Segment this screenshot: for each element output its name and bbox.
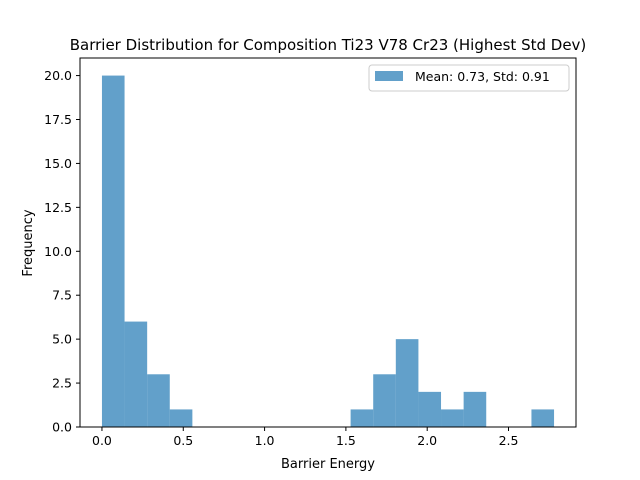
y-tick-label: 17.5: [44, 112, 72, 127]
x-axis-label: Barrier Energy: [281, 457, 375, 472]
histogram-bar: [124, 321, 148, 427]
x-tick-label: 0.0: [92, 433, 112, 448]
bars-group: [101, 75, 555, 428]
y-tick-label: 20.0: [44, 68, 72, 83]
legend-box: [368, 64, 570, 92]
legend-entry-label: Mean: 0.73, Std: 0.91: [415, 69, 550, 84]
x-tick-label: 2.5: [499, 433, 519, 448]
x-tick-label: 1.5: [336, 433, 356, 448]
legend: Mean: 0.73, Std: 0.91: [368, 64, 570, 92]
x-tick-label: 1.0: [255, 433, 275, 448]
x-tick-label: 2.0: [417, 433, 437, 448]
y-axis-ticks: 0.0 2.5 5.0 7.5 10.0 12.5 15.0 17.5 20.0: [44, 68, 80, 435]
histogram-bar: [101, 75, 125, 428]
y-tick-label: 7.5: [52, 288, 72, 303]
histogram-bar: [441, 409, 464, 427]
y-tick-label: 5.0: [52, 332, 72, 347]
x-axis-ticks: 0.0 0.5 1.0 1.5 2.0 2.5: [92, 427, 518, 448]
histogram-bar: [395, 339, 419, 427]
y-tick-label: 15.0: [44, 156, 72, 171]
y-tick-label: 12.5: [44, 200, 72, 215]
x-tick-label: 0.5: [173, 433, 193, 448]
histogram-bar: [531, 409, 555, 427]
histogram-bar: [147, 374, 170, 427]
y-tick-label: 2.5: [52, 376, 72, 391]
chart-title: Barrier Distribution for Composition Ti2…: [70, 36, 587, 54]
histogram-bar: [418, 391, 442, 427]
y-tick-label: 0.0: [52, 420, 72, 435]
y-axis-label: Frequency: [21, 209, 36, 276]
y-tick-label: 10.0: [44, 244, 72, 259]
histogram-bar: [463, 391, 487, 427]
histogram-bar: [350, 409, 374, 427]
legend-swatch: [375, 71, 403, 81]
histogram-bar: [373, 374, 396, 427]
plot-frame: [79, 57, 577, 428]
histogram-bar: [169, 409, 193, 427]
